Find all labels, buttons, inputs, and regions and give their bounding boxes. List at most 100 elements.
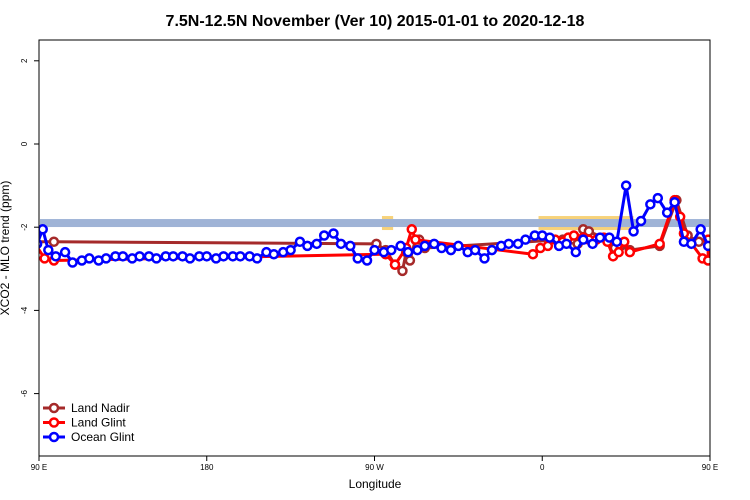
legend-swatch-marker [48, 402, 60, 414]
reference-band [40, 219, 709, 228]
data-point [628, 226, 639, 237]
data-point [361, 255, 373, 266]
data-point [527, 248, 539, 260]
data-point [39, 253, 50, 264]
reference-band-rect [40, 219, 709, 228]
data-point [620, 180, 632, 191]
data-point [652, 192, 664, 204]
data-point [285, 244, 296, 256]
y-axis: 2 0 -2 -4 -6 [20, 58, 39, 397]
y-tick-label: 2 [20, 58, 29, 63]
data-point [428, 238, 440, 250]
series-group [9, 180, 750, 277]
data-point [520, 234, 531, 245]
data-point [613, 246, 624, 258]
data-point [436, 242, 447, 254]
legend-label: Land Glint [71, 416, 126, 430]
x-axis-label: Longitude [349, 477, 402, 491]
data-point [542, 240, 554, 252]
x-tick-label: 90 E [31, 463, 47, 472]
data-point [645, 199, 656, 210]
x-tick-label: 180 [200, 463, 214, 472]
data-point [134, 251, 145, 262]
data-point [167, 251, 179, 262]
data-point [479, 253, 490, 264]
legend-label: Ocean Glint [71, 430, 135, 444]
data-point [686, 238, 697, 250]
data-point [635, 215, 647, 227]
data-point [611, 236, 623, 248]
data-point [201, 251, 212, 262]
data-point [695, 224, 706, 235]
data-point [37, 224, 48, 235]
data-point [402, 246, 414, 258]
legend-item: Land Glint [43, 416, 126, 430]
legend-swatch-marker [48, 417, 60, 428]
x-axis: 90 E 180 90 W 0 90 E [31, 456, 718, 472]
data-point [50, 251, 62, 262]
data-point [404, 255, 416, 266]
data-point [568, 230, 580, 241]
data-point [654, 238, 665, 250]
y-tick-label: -4 [20, 306, 29, 314]
data-point [67, 257, 78, 268]
y-tick-label: -2 [20, 223, 29, 231]
data-point [661, 207, 673, 218]
data-point [268, 248, 280, 260]
data-point [352, 253, 363, 264]
data-point [84, 253, 95, 264]
y-tick-label: -6 [20, 389, 29, 397]
data-point [419, 240, 431, 252]
data-point [43, 244, 54, 256]
data-point [397, 265, 408, 277]
data-point [578, 234, 589, 245]
data-point [544, 232, 555, 243]
data-point [453, 240, 464, 252]
data-point [604, 232, 615, 243]
data-point [302, 240, 313, 252]
data-point [669, 196, 680, 208]
data-point [48, 236, 60, 248]
data-point [406, 224, 418, 235]
data-point [587, 238, 598, 250]
legend-item: Ocean Glint [43, 430, 135, 444]
plot-margin-mask [0, 39, 39, 457]
data-point [469, 244, 481, 256]
data-point [512, 238, 524, 250]
data-point [561, 238, 572, 250]
data-point [389, 259, 401, 270]
data-point [318, 230, 330, 241]
legend-item: Land Nadir [43, 401, 130, 415]
data-point [184, 253, 196, 264]
data-point [624, 246, 636, 258]
y-axis-label: XCO2 - MLO trend (ppm) [0, 181, 12, 316]
data-point [445, 244, 457, 256]
data-point [328, 228, 339, 239]
plot-margin-mask [710, 39, 750, 457]
data-point [486, 244, 498, 256]
x-tick-label: 90 E [702, 463, 718, 472]
data-point [345, 240, 356, 252]
data-point [151, 253, 162, 264]
data-point [117, 251, 129, 262]
data-point [294, 236, 306, 248]
data-point [335, 238, 347, 250]
data-point [386, 244, 397, 256]
data-point [251, 253, 263, 264]
data-point [311, 238, 322, 250]
x-tick-label: 0 [540, 463, 545, 472]
data-point [412, 244, 423, 256]
chart-title: 7.5N-12.5N November (Ver 10) 2015-01-01 … [166, 13, 585, 30]
data-point [100, 253, 112, 264]
data-point [503, 238, 514, 250]
x-tick-label: 90 W [365, 463, 384, 472]
legend-swatch-marker [48, 431, 60, 443]
data-point [59, 246, 71, 258]
data-point [369, 244, 380, 256]
data-point [395, 240, 406, 252]
legend-label: Land Nadir [71, 401, 130, 415]
data-point [570, 246, 582, 258]
data-point [594, 232, 606, 243]
